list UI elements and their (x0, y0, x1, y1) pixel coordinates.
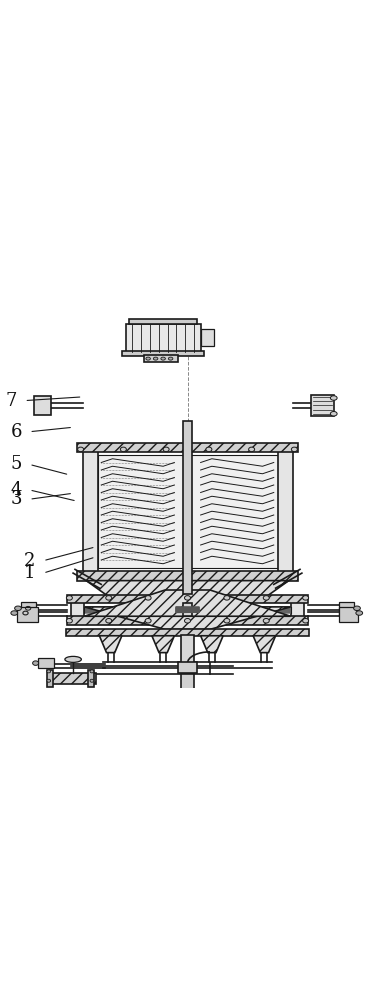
Ellipse shape (303, 618, 309, 623)
Polygon shape (152, 636, 174, 653)
Bar (291, 599, 304, 620)
Ellipse shape (15, 606, 21, 611)
Ellipse shape (356, 611, 363, 615)
Ellipse shape (153, 357, 158, 360)
Ellipse shape (291, 447, 297, 452)
Ellipse shape (184, 618, 190, 623)
Bar (47, 670, 53, 687)
Ellipse shape (224, 596, 230, 600)
Bar (21, 602, 36, 616)
Bar (311, 395, 334, 416)
Ellipse shape (168, 357, 173, 360)
Bar (339, 607, 358, 622)
Ellipse shape (106, 618, 112, 623)
Ellipse shape (120, 447, 126, 452)
Ellipse shape (224, 618, 230, 623)
Bar (339, 602, 354, 616)
Ellipse shape (161, 357, 165, 360)
Ellipse shape (249, 447, 255, 452)
Ellipse shape (330, 412, 337, 416)
Bar (181, 635, 194, 663)
Bar (34, 396, 51, 415)
Bar (183, 603, 192, 616)
Bar (38, 658, 54, 668)
Text: 4: 4 (10, 481, 22, 499)
Polygon shape (253, 636, 276, 653)
Bar (67, 595, 308, 603)
Ellipse shape (90, 679, 94, 682)
Ellipse shape (106, 596, 112, 600)
Bar (144, 355, 178, 362)
Text: 3: 3 (10, 490, 22, 508)
Ellipse shape (90, 670, 94, 673)
Polygon shape (84, 590, 291, 616)
Text: 6: 6 (10, 423, 22, 441)
Ellipse shape (145, 618, 151, 623)
Bar (181, 673, 194, 698)
Polygon shape (201, 636, 223, 653)
Ellipse shape (145, 596, 151, 600)
Text: 2: 2 (24, 552, 36, 570)
Bar (77, 443, 298, 452)
Ellipse shape (47, 679, 51, 682)
Bar (66, 629, 309, 636)
Ellipse shape (184, 596, 190, 600)
Polygon shape (86, 581, 289, 599)
Bar (67, 616, 308, 624)
Ellipse shape (146, 357, 150, 360)
Ellipse shape (33, 661, 39, 665)
Bar (278, 448, 292, 575)
Ellipse shape (206, 447, 212, 452)
Bar (178, 662, 197, 673)
Ellipse shape (330, 396, 337, 400)
Text: 1: 1 (24, 564, 36, 582)
Text: 5: 5 (10, 455, 22, 473)
Bar (98, 455, 278, 568)
Ellipse shape (11, 611, 18, 615)
Bar (129, 319, 197, 324)
Ellipse shape (303, 596, 309, 600)
Ellipse shape (47, 670, 51, 673)
Ellipse shape (66, 618, 72, 623)
Bar (183, 421, 192, 594)
Ellipse shape (78, 447, 84, 452)
Text: 7: 7 (6, 392, 17, 410)
Ellipse shape (263, 596, 269, 600)
Ellipse shape (354, 606, 360, 611)
Bar (122, 351, 204, 356)
Ellipse shape (163, 447, 169, 452)
Polygon shape (84, 607, 291, 629)
Bar (88, 670, 94, 687)
Bar (77, 571, 298, 581)
Ellipse shape (263, 618, 269, 623)
Ellipse shape (66, 596, 72, 600)
Bar (71, 599, 84, 620)
Bar (82, 448, 98, 575)
Bar (17, 607, 38, 622)
Bar (126, 324, 201, 352)
Ellipse shape (65, 656, 81, 662)
Bar (201, 329, 214, 346)
Polygon shape (99, 636, 122, 653)
Bar (51, 672, 96, 684)
